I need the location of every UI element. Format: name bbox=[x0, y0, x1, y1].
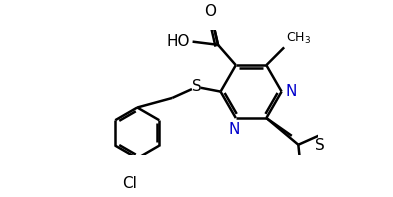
Text: N: N bbox=[229, 122, 240, 137]
Text: S: S bbox=[315, 138, 325, 153]
Text: N: N bbox=[285, 84, 297, 99]
Text: HO: HO bbox=[167, 34, 190, 49]
Text: O: O bbox=[204, 4, 217, 19]
Text: Cl: Cl bbox=[122, 176, 137, 191]
Text: S: S bbox=[191, 79, 201, 94]
Text: CH$_3$: CH$_3$ bbox=[286, 31, 311, 46]
